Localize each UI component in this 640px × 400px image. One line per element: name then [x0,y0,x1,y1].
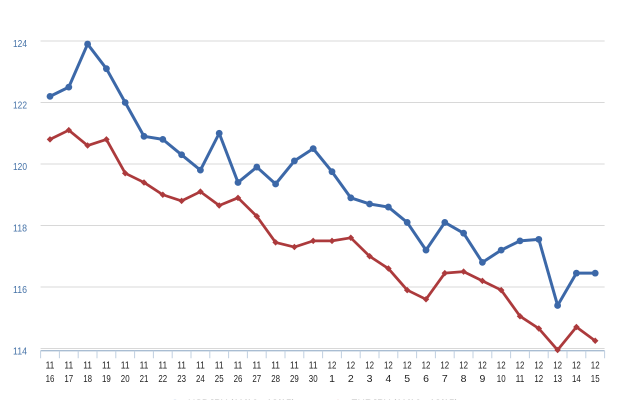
svg-text:12: 12 [534,373,543,385]
svg-text:29: 29 [290,373,299,385]
svg-text:11: 11 [252,360,261,372]
svg-text:2: 2 [348,373,354,385]
svg-text:11: 11 [158,360,167,372]
svg-text:11: 11 [121,360,130,372]
svg-text:116: 116 [13,285,27,296]
svg-text:12: 12 [497,360,506,372]
svg-text:6: 6 [423,373,429,385]
svg-text:12: 12 [591,360,600,372]
svg-text:12: 12 [422,360,431,372]
svg-text:21: 21 [140,373,149,385]
svg-text:8: 8 [461,373,467,385]
svg-text:12: 12 [346,360,355,372]
svg-text:USDJPY (11/16 - 12/15): USDJPY (11/16 - 12/15) [188,399,295,400]
svg-text:120: 120 [13,162,27,173]
svg-text:114: 114 [13,346,27,357]
svg-text:122: 122 [13,100,27,111]
svg-text:11: 11 [516,373,525,385]
svg-text:12: 12 [534,360,543,372]
svg-text:11: 11 [64,360,73,372]
svg-text:3: 3 [367,373,373,385]
svg-text:12: 12 [384,360,393,372]
svg-text:11: 11 [309,360,318,372]
svg-text:12: 12 [478,360,487,372]
svg-text:30: 30 [309,373,318,385]
svg-text:11: 11 [234,360,243,372]
svg-text:5: 5 [404,373,410,385]
svg-text:12: 12 [328,360,337,372]
svg-text:12: 12 [516,360,525,372]
svg-text:14: 14 [572,373,581,385]
svg-text:26: 26 [234,373,243,385]
svg-text:11: 11 [46,360,55,372]
svg-text:12: 12 [459,360,468,372]
svg-text:11: 11 [102,360,111,372]
svg-text:12: 12 [403,360,412,372]
svg-text:27: 27 [252,373,261,385]
svg-text:124: 124 [13,39,27,50]
svg-text:10: 10 [497,373,506,385]
svg-text:13: 13 [553,373,562,385]
svg-text:23: 23 [177,373,186,385]
svg-text:22: 22 [158,373,167,385]
svg-text:17: 17 [64,373,73,385]
svg-text:7: 7 [442,373,448,385]
svg-text:16: 16 [46,373,55,385]
svg-text:19: 19 [102,373,111,385]
svg-text:12: 12 [553,360,562,372]
svg-text:25: 25 [215,373,224,385]
svg-text:28: 28 [271,373,280,385]
svg-text:11: 11 [140,360,149,372]
svg-text:11: 11 [196,360,205,372]
svg-text:15: 15 [591,373,600,385]
svg-text:4: 4 [385,373,391,385]
svg-text:11: 11 [271,360,280,372]
svg-text:1: 1 [329,373,335,385]
svg-text:20: 20 [121,373,130,385]
svg-text:11: 11 [215,360,224,372]
svg-text:12: 12 [365,360,374,372]
svg-text:12: 12 [572,360,581,372]
svg-text:118: 118 [13,223,27,234]
svg-text:11: 11 [83,360,92,372]
svg-text:EURJPY (11/16 - 12/15): EURJPY (11/16 - 12/15) [351,399,458,400]
svg-text:18: 18 [83,373,92,385]
svg-text:11: 11 [290,360,299,372]
svg-text:9: 9 [479,373,485,385]
svg-text:11: 11 [177,360,186,372]
svg-text:24: 24 [196,373,205,385]
svg-text:12: 12 [440,360,449,372]
